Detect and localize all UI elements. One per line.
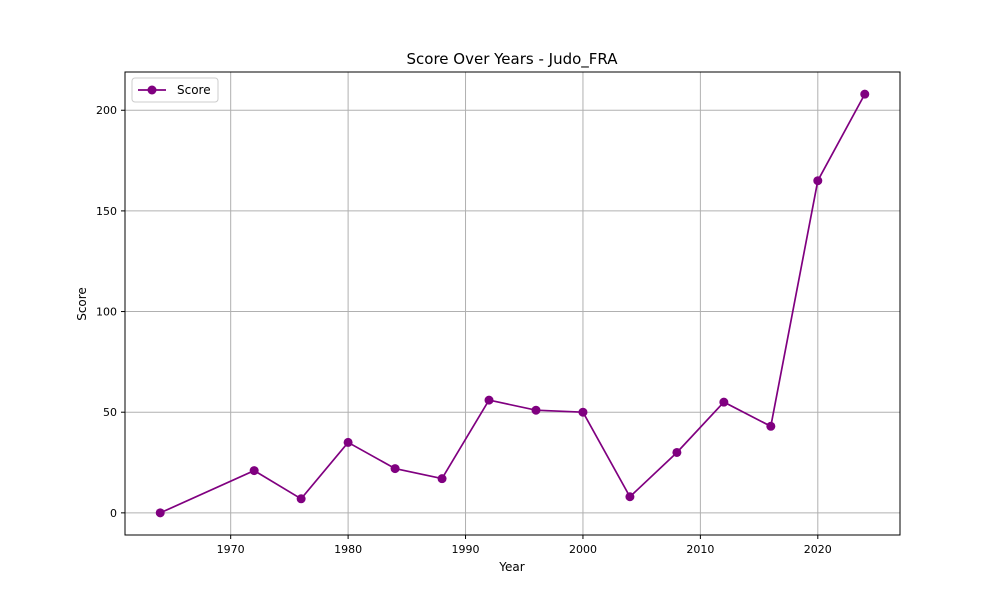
data-point bbox=[155, 508, 165, 518]
y-tick-label: 100 bbox=[96, 306, 117, 319]
data-point bbox=[813, 176, 823, 186]
y-axis-ticks: 0 50 100 150 200 bbox=[96, 104, 125, 520]
data-point bbox=[625, 492, 635, 502]
data-point bbox=[249, 466, 259, 476]
grid-lines bbox=[125, 72, 900, 535]
data-point bbox=[437, 474, 447, 484]
legend-marker bbox=[147, 85, 157, 95]
data-point bbox=[343, 437, 353, 447]
data-point bbox=[578, 407, 588, 417]
legend-box bbox=[131, 77, 219, 103]
x-tick-label: 1980 bbox=[334, 543, 362, 556]
x-tick-label: 2000 bbox=[569, 543, 597, 556]
y-tick-label: 150 bbox=[96, 205, 117, 218]
data-point bbox=[296, 494, 306, 504]
data-point bbox=[484, 395, 494, 405]
y-tick-label: 200 bbox=[96, 104, 117, 117]
x-tick-label: 1990 bbox=[452, 543, 480, 556]
data-point bbox=[672, 447, 682, 457]
y-tick-label: 0 bbox=[110, 507, 117, 520]
y-axis-label: Score bbox=[75, 287, 89, 321]
x-tick-label: 2020 bbox=[804, 543, 832, 556]
data-point bbox=[531, 405, 541, 415]
data-point bbox=[719, 397, 729, 407]
chart-title: Score Over Years - Judo_FRA bbox=[407, 50, 619, 69]
x-axis-label: Year bbox=[498, 560, 524, 574]
x-tick-label: 1970 bbox=[217, 543, 245, 556]
legend-label: Score bbox=[177, 83, 211, 97]
y-tick-label: 50 bbox=[103, 406, 117, 419]
x-axis-ticks: 1970 1980 1990 2000 2010 2020 bbox=[217, 535, 832, 556]
legend: Score bbox=[131, 77, 219, 103]
data-point bbox=[390, 464, 400, 474]
axes-frame bbox=[124, 71, 901, 536]
plot-area bbox=[155, 89, 870, 518]
data-point bbox=[860, 89, 870, 99]
x-tick-label: 2010 bbox=[686, 543, 714, 556]
data-point bbox=[766, 421, 776, 431]
